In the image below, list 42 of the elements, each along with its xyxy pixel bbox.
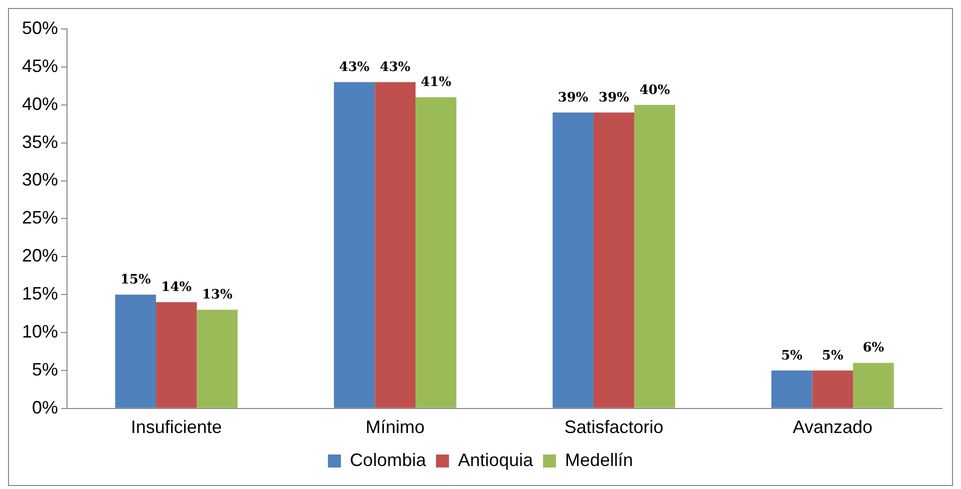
y-tick-label: 20% [22, 246, 58, 266]
bar [771, 370, 812, 408]
bar [196, 310, 238, 408]
x-tick-label: Insuficiente [130, 417, 222, 438]
bar [853, 362, 894, 408]
legend-label: Medellín [565, 450, 634, 470]
y-tick-label: 40% [22, 94, 58, 114]
y-tick-label: 50% [22, 18, 58, 38]
bar [593, 112, 634, 408]
data-label: 39% [558, 90, 589, 106]
y-tick-label: 25% [22, 208, 58, 228]
y-tick-label: 35% [22, 132, 58, 152]
x-tick-label: Avanzado [792, 417, 872, 438]
y-tick-label: 5% [32, 359, 58, 380]
bar [115, 294, 156, 408]
x-tick-label: Mínimo [366, 417, 425, 438]
legend-label: Antioquia [458, 450, 534, 470]
data-label: 13% [202, 288, 234, 303]
data-label: 14% [161, 280, 192, 296]
bar [156, 302, 197, 408]
data-label: 15% [120, 272, 152, 288]
legend-label: Colombia [350, 450, 427, 470]
y-tick-label: 30% [22, 170, 58, 190]
data-label: 5% [822, 348, 844, 364]
bar [374, 82, 416, 408]
data-label: 43% [380, 60, 412, 75]
y-tick-label: 45% [22, 56, 58, 76]
data-label: 43% [339, 60, 370, 75]
bar [552, 112, 594, 408]
data-label: 6% [862, 340, 885, 356]
bar [812, 370, 854, 408]
bar [416, 97, 456, 408]
y-tick-label: 15% [22, 284, 58, 304]
data-label: 39% [598, 90, 630, 106]
y-tick-label: 0% [32, 397, 58, 418]
y-tick-label: 10% [22, 321, 58, 342]
x-tick-label: Satisfactorio [564, 417, 664, 438]
data-label: 5% [781, 348, 804, 364]
bar [334, 82, 375, 408]
data-label: 40% [639, 82, 671, 98]
bar [634, 104, 676, 408]
data-label: 41% [420, 75, 452, 90]
